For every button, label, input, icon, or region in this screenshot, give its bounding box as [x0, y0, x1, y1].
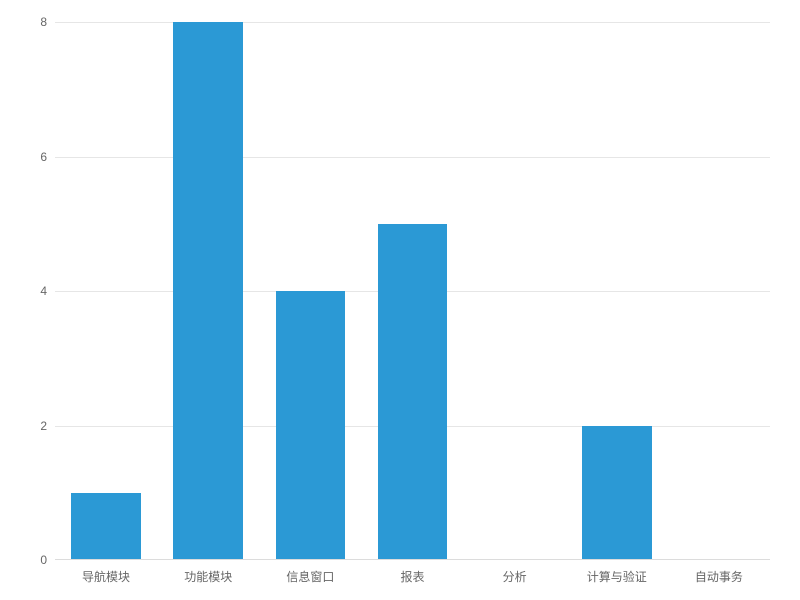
y-tick-label: 6 [40, 150, 55, 164]
x-tick-label: 计算与验证 [587, 560, 647, 585]
x-tick-label: 导航模块 [82, 560, 130, 585]
bar [173, 22, 242, 560]
bars-container [55, 22, 770, 560]
x-tick-label: 报表 [400, 560, 424, 585]
x-tick-label: 信息窗口 [286, 560, 334, 585]
bar [582, 426, 651, 561]
bar [276, 291, 345, 560]
plot-area: 02468 导航模块功能模块信息窗口报表分析计算与验证自动事务 [55, 22, 770, 560]
x-tick-label: 功能模块 [184, 560, 232, 585]
bar [71, 493, 140, 560]
y-tick-label: 2 [40, 419, 55, 433]
bar-chart: 0 2 4 6 8 导航模块 功能模块 信息窗口 报表 分析 计算与验证 自动事务 [0, 0, 800, 600]
y-tick-label: 8 [40, 15, 55, 29]
y-tick-label: 4 [40, 284, 55, 298]
x-tick-label: 分析 [503, 560, 527, 585]
bar [378, 224, 447, 560]
x-tick-label: 自动事务 [695, 560, 743, 585]
y-tick-label: 0 [40, 553, 55, 567]
